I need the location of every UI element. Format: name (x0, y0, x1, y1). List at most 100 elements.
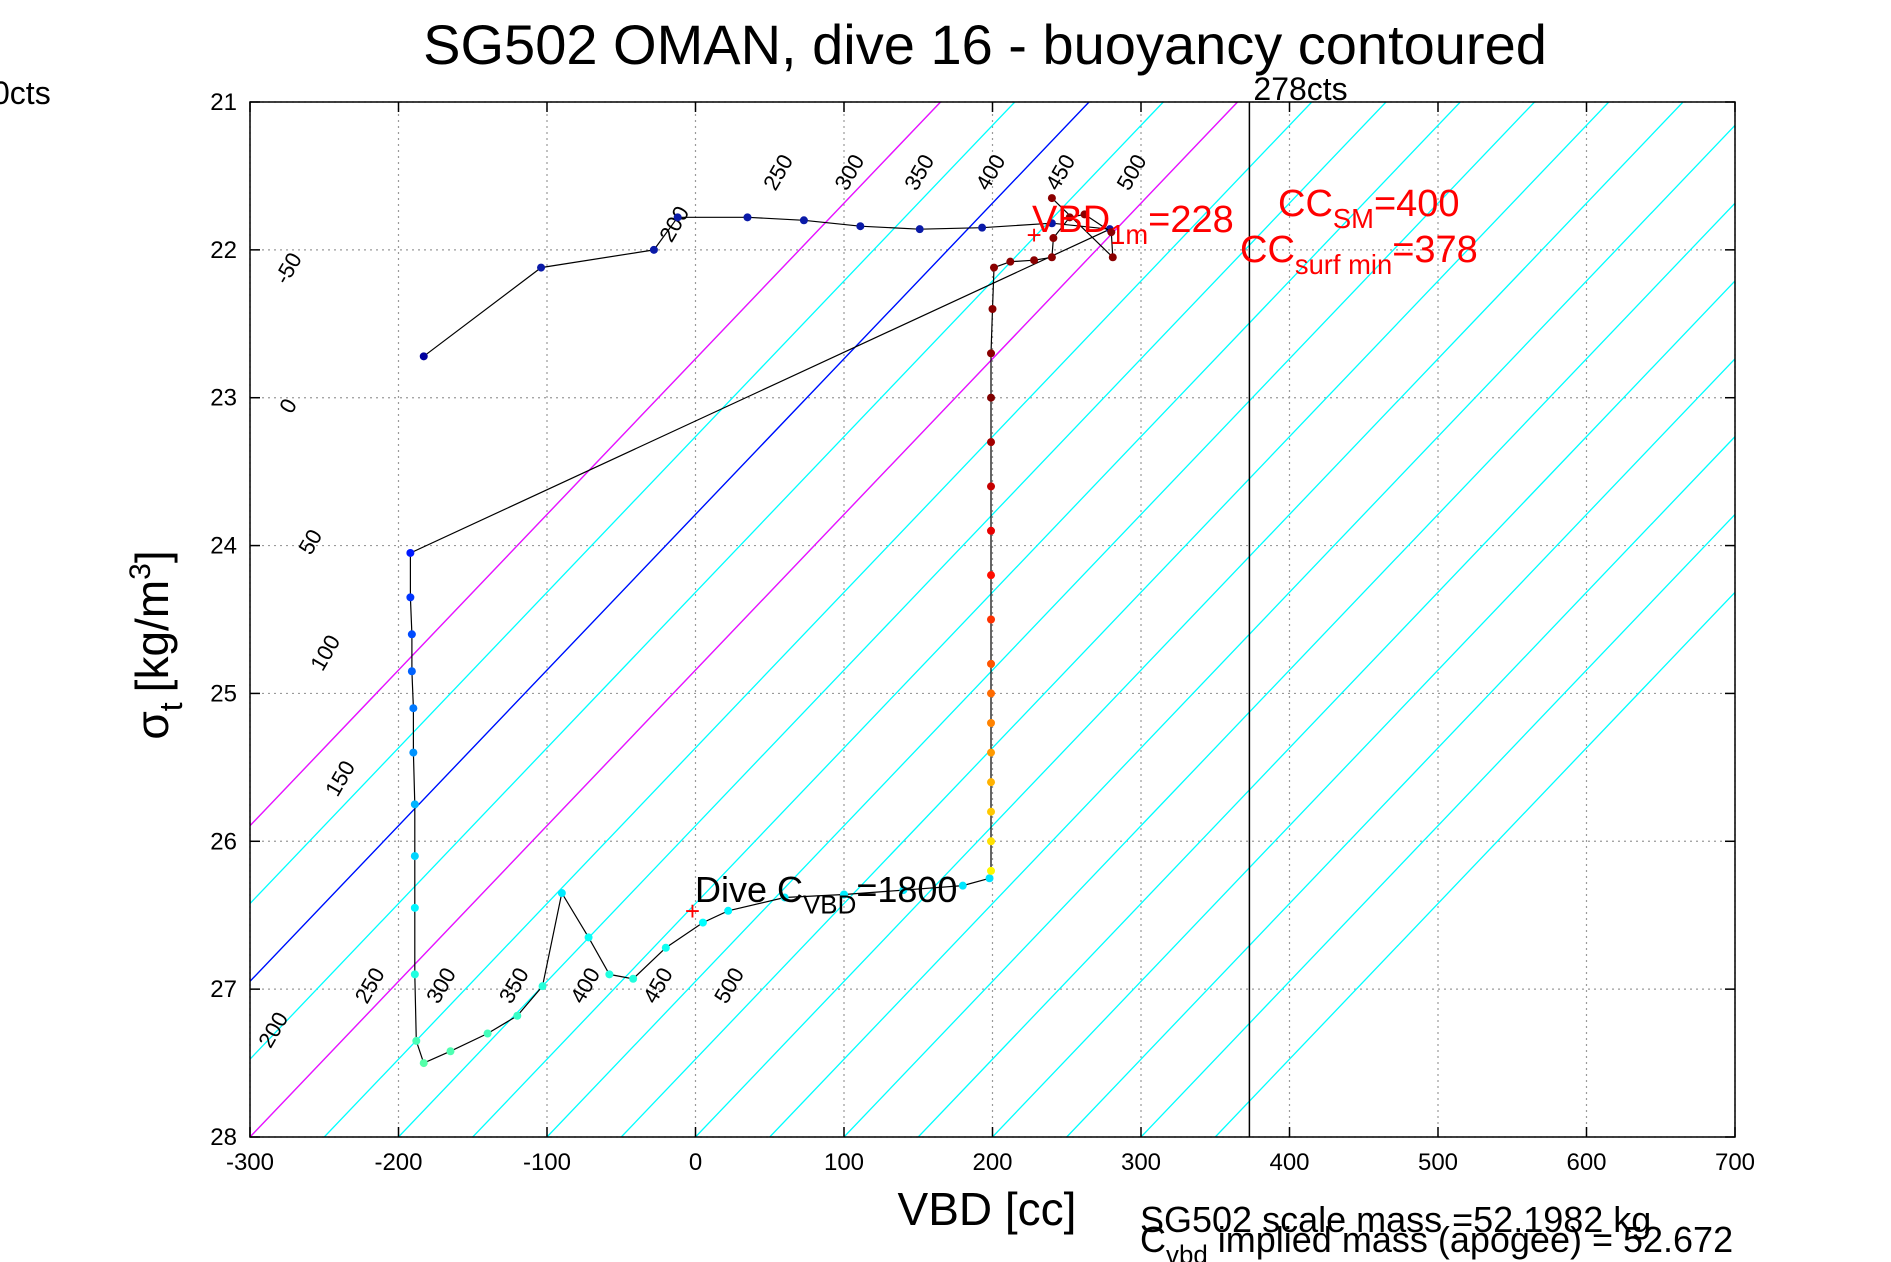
dive-c-vbd-annotation-sub: VBD (803, 892, 856, 920)
contour-label: 450 (638, 963, 678, 1007)
cc-surf-min-annotation-sub: surf min (1295, 249, 1392, 280)
contour-line-cyan (472, 102, 1461, 1137)
dive-point (446, 1047, 455, 1056)
dive-point (840, 890, 848, 899)
dive-point (406, 548, 415, 557)
contour-label: 300 (829, 150, 869, 194)
cc-sm-annotation: CCSM=400 (1278, 183, 1460, 234)
y-label-sigma: σ (126, 711, 178, 739)
dive-point (915, 225, 924, 234)
contour-label: 200 (654, 202, 694, 246)
contour-label: 500 (1112, 150, 1152, 194)
dive-point (698, 918, 707, 927)
dive-point (513, 1011, 522, 1020)
contour-line-cyan (546, 102, 1535, 1137)
contour-line-cyan (992, 357, 1735, 1137)
dive-point (410, 852, 419, 861)
dive-point (799, 216, 808, 225)
dive-point (483, 1029, 492, 1038)
dive-c-vbd-annotation-tail: =1800 (856, 869, 957, 910)
climb-point (987, 349, 996, 358)
climb-point (987, 571, 996, 580)
cvbd-implied-mass-annotation-base: C (1140, 1219, 1166, 1260)
contour-line-cyan (620, 102, 1610, 1137)
contour-line-cyan (1066, 435, 1735, 1137)
dive-point (724, 906, 733, 915)
climb-point (1047, 194, 1056, 203)
contour-line-cyan (323, 102, 1313, 1137)
dive-point (978, 223, 987, 232)
climb-point (987, 778, 996, 787)
x-tick-label: 200 (972, 1149, 1012, 1176)
x-tick-label: 500 (1418, 1149, 1458, 1176)
dive-point (605, 970, 614, 979)
dive-point (629, 974, 638, 983)
contour-label: 500 (709, 963, 749, 1007)
dive-point (407, 667, 416, 676)
vbd-limit-label: 278cts (1253, 71, 1347, 107)
climb-point (1080, 210, 1089, 219)
contour-line-cyan (917, 280, 1735, 1137)
dive-point (537, 263, 546, 272)
dive-c-vbd-annotation-base: Dive C (695, 869, 803, 910)
contour-label: 0 (274, 394, 302, 417)
dive-point (410, 970, 419, 979)
y-axis-label: σt [kg/m3] (124, 550, 189, 739)
climb-point (987, 719, 996, 727)
climb-point (987, 837, 996, 846)
dive-point (1047, 219, 1056, 228)
x-tick-label: 300 (1121, 1149, 1161, 1176)
climb-point (987, 482, 996, 491)
red-plus-marker: + (1026, 220, 1041, 250)
dive-c-vbd-annotation: Dive CVBD=1800 (695, 869, 957, 920)
x-tick-label: -100 (523, 1149, 571, 1176)
climb-point (1006, 257, 1015, 266)
dive-point (419, 352, 428, 361)
climb-point (989, 263, 998, 272)
x-tick-label: 100 (824, 1149, 864, 1176)
dive-point (649, 245, 658, 254)
contour-label: 400 (565, 963, 605, 1007)
contour-line-cyan (1140, 513, 1735, 1137)
cvbd-implied-mass-annotation-tail: implied mass (apogee) = 52.672 (1208, 1219, 1733, 1260)
climb-point (1049, 234, 1058, 243)
cc-sm-annotation-tail: =400 (1374, 183, 1460, 225)
contour-label: 450 (1040, 150, 1080, 194)
cc-sm-annotation-sub: SM (1333, 203, 1374, 234)
x-tick-label: 600 (1566, 1149, 1606, 1176)
dive-point (412, 1036, 421, 1045)
dive-point (958, 881, 967, 890)
climb-point (987, 526, 996, 535)
cc-surf-min-annotation-base: CC (1240, 229, 1295, 271)
dive-point (409, 704, 418, 713)
y-label-unit: [kg/m (126, 580, 178, 692)
dive-point (985, 874, 994, 883)
dive-point (419, 1059, 428, 1068)
dive-point (410, 800, 419, 809)
contour-line-cyan (1214, 591, 1735, 1137)
dive-point (743, 213, 752, 222)
contour-label: 200 (253, 1008, 293, 1052)
cc-sm-annotation-base: CC (1278, 183, 1333, 225)
contour-label: 50 (293, 525, 327, 559)
y-label-close: ] (126, 550, 178, 563)
climb-point (987, 393, 996, 402)
climb-point (987, 659, 996, 668)
climb-point (987, 748, 996, 757)
contour-line-cyan (843, 202, 1735, 1137)
x-tick-label: -300 (226, 1149, 274, 1176)
y-tick-label: 25 (210, 680, 237, 707)
cvbd-implied-mass-annotation-sub: vbd (1166, 1242, 1208, 1262)
contour-line-magenta (250, 102, 941, 827)
y-tick-label: 21 (210, 89, 237, 116)
contour-line-cyan (398, 102, 1387, 1137)
contour-label: -50 (269, 248, 307, 288)
climb-point (988, 305, 997, 313)
cc-surf-min-annotation: CCsurf min=378 (1240, 229, 1478, 280)
dive-point (899, 886, 908, 895)
x-tick-label: 400 (1269, 1149, 1309, 1176)
dive-point (410, 903, 419, 912)
axes: -300 -200 -100 0 100 200 300 400 500 600 700212223… (210, 71, 1755, 1176)
